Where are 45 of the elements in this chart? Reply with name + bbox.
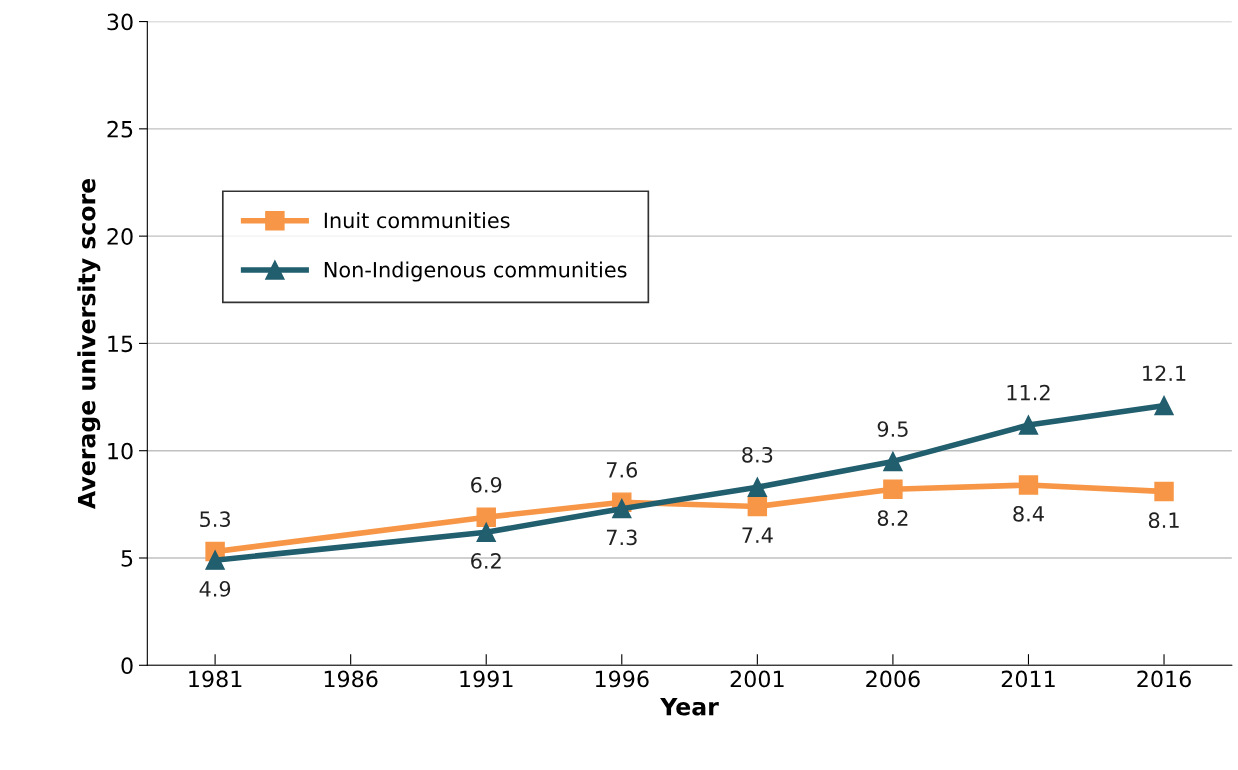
point — [1154, 395, 1174, 416]
data-label: 4.9 — [199, 580, 231, 597]
x-axis-title: Year — [660, 697, 719, 716]
data-label: 7.4 — [742, 527, 773, 543]
y-axis-title: Average university score — [77, 178, 101, 509]
x-tick-label: 1981 — [189, 670, 242, 688]
point — [476, 507, 496, 527]
point — [747, 477, 768, 497]
data-label: 12.1 — [1143, 365, 1186, 381]
data-label: 7.3 — [606, 529, 637, 546]
x-tick-label: 2006 — [866, 670, 920, 688]
data-label: 11.2 — [1007, 384, 1050, 401]
y-tick-label: 30 — [107, 13, 133, 31]
point — [612, 498, 632, 519]
legend-label: Non-Indigenous communities — [324, 261, 627, 282]
point — [1018, 415, 1039, 435]
point — [1154, 481, 1174, 502]
x-tick-label: 2001 — [730, 670, 784, 688]
data-label: 6.9 — [471, 476, 502, 493]
point — [205, 550, 225, 570]
y-tick-label: 0 — [121, 657, 133, 675]
x-tick-label: 2011 — [1001, 670, 1055, 688]
y-tick-label: 25 — [107, 120, 133, 138]
y-tick-label: 5 — [121, 550, 133, 567]
point — [747, 496, 768, 517]
point — [883, 451, 903, 472]
y-tick-label: 20 — [107, 228, 133, 245]
x-tick-label: 1986 — [324, 670, 378, 688]
x-tick-label: 1996 — [595, 670, 649, 688]
point — [883, 479, 903, 500]
x-tick-label: 1991 — [460, 670, 513, 688]
data-label: 7.6 — [606, 461, 638, 478]
data-label: 8.1 — [1148, 512, 1179, 529]
point — [1018, 475, 1039, 495]
data-label: 9.5 — [877, 421, 908, 437]
data-label: 8.3 — [742, 446, 773, 463]
data-label: 8.4 — [1013, 505, 1044, 522]
data-label: 6.2 — [471, 553, 501, 569]
data-label: 8.2 — [877, 510, 908, 526]
point — [476, 522, 496, 542]
y-tick-label: 15 — [108, 335, 133, 353]
legend-label: Inuit communities — [324, 212, 510, 229]
y-tick-label: 10 — [108, 442, 133, 460]
data-label: 5.3 — [200, 511, 230, 528]
x-tick-label: 2016 — [1137, 670, 1191, 688]
